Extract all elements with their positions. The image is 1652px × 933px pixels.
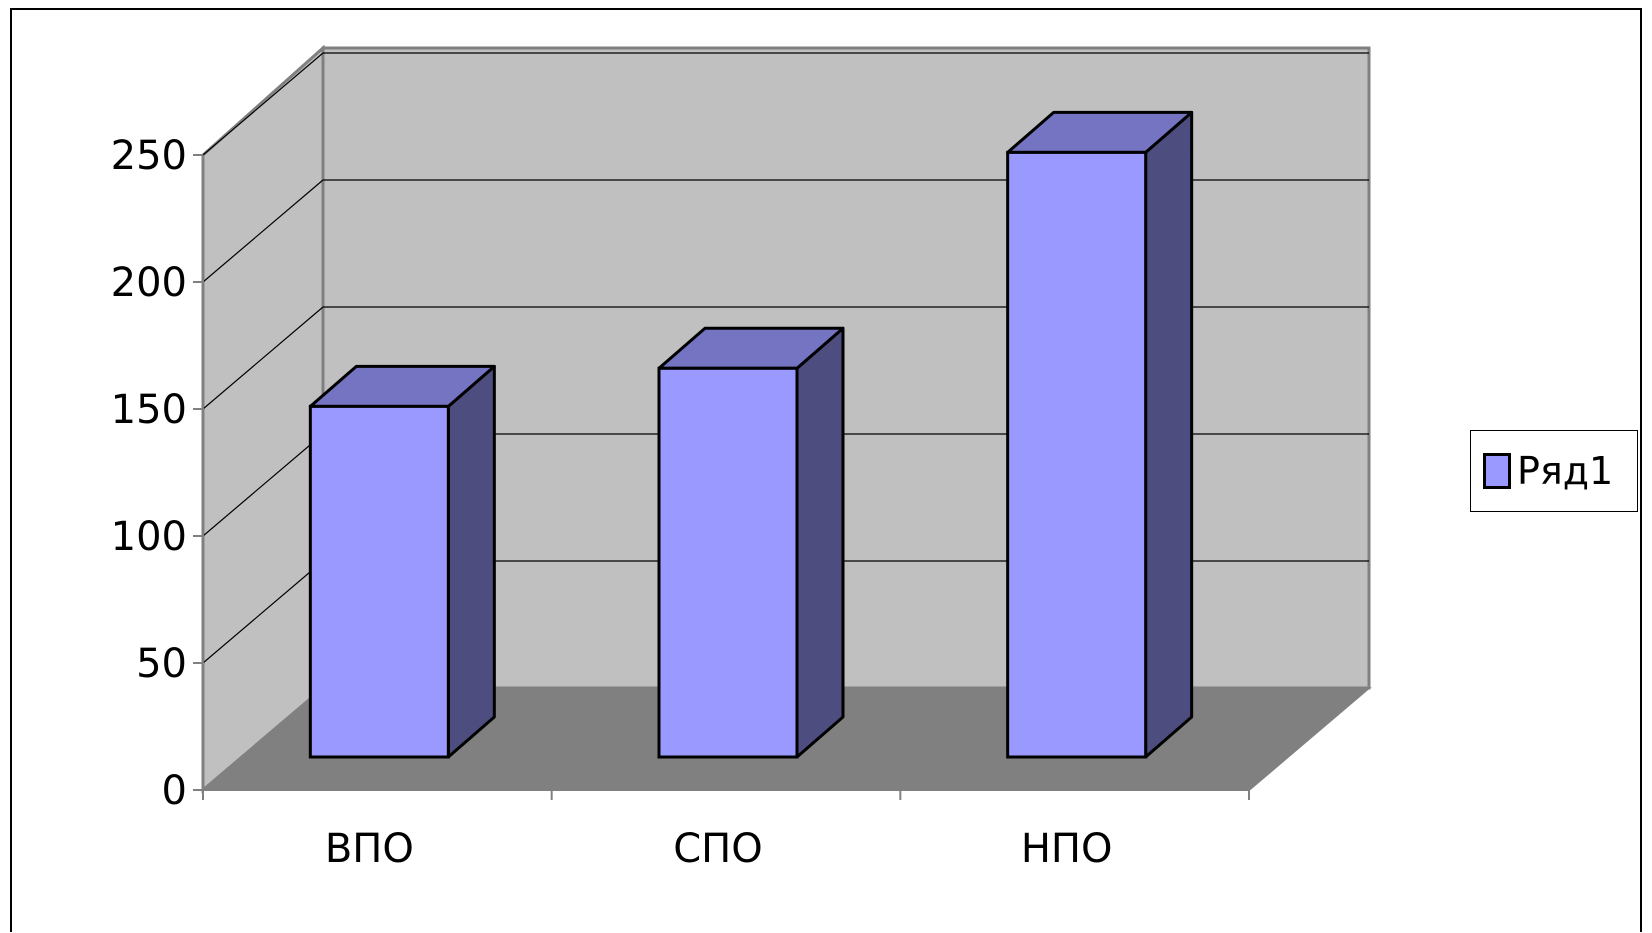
bar-СПО bbox=[657, 326, 845, 759]
y-tick-label: 250 bbox=[111, 133, 187, 179]
bar-ВПО bbox=[308, 364, 496, 759]
bar-front-face bbox=[1006, 150, 1148, 759]
axes bbox=[202, 155, 1250, 800]
y-tick-label: 0 bbox=[162, 768, 187, 814]
bar-side-face bbox=[1144, 110, 1194, 759]
y-tick-label: 100 bbox=[111, 514, 187, 560]
bar-front-face bbox=[308, 404, 450, 759]
bar-side-face bbox=[795, 326, 845, 759]
gridline-side bbox=[202, 306, 324, 410]
bar-front-face bbox=[657, 366, 799, 759]
bar-НПО bbox=[1006, 110, 1194, 759]
x-category-label: ВПО bbox=[325, 826, 414, 872]
y-tick-label: 200 bbox=[111, 260, 187, 306]
y-tick-label: 150 bbox=[111, 387, 187, 433]
legend-label: Ряд1 bbox=[1517, 449, 1614, 493]
gridlines bbox=[202, 52, 1369, 664]
gridline-side bbox=[202, 52, 324, 156]
x-axis-labels: ВПО СПО НПО bbox=[325, 826, 1113, 872]
y-axis-ticks: 0 50 100 150 200 250 bbox=[111, 133, 203, 814]
bar-side-face bbox=[446, 364, 496, 759]
legend-swatch bbox=[1483, 453, 1511, 489]
y-tick-label: 50 bbox=[136, 641, 187, 687]
bars bbox=[308, 110, 1194, 759]
x-category-label: СПО bbox=[673, 826, 763, 872]
gridline-side bbox=[202, 560, 324, 664]
x-category-label: НПО bbox=[1021, 826, 1113, 872]
gridline-side bbox=[202, 433, 324, 537]
gridline-side bbox=[202, 179, 324, 283]
legend: Ряд1 bbox=[1470, 430, 1638, 512]
side-wall bbox=[201, 44, 325, 794]
